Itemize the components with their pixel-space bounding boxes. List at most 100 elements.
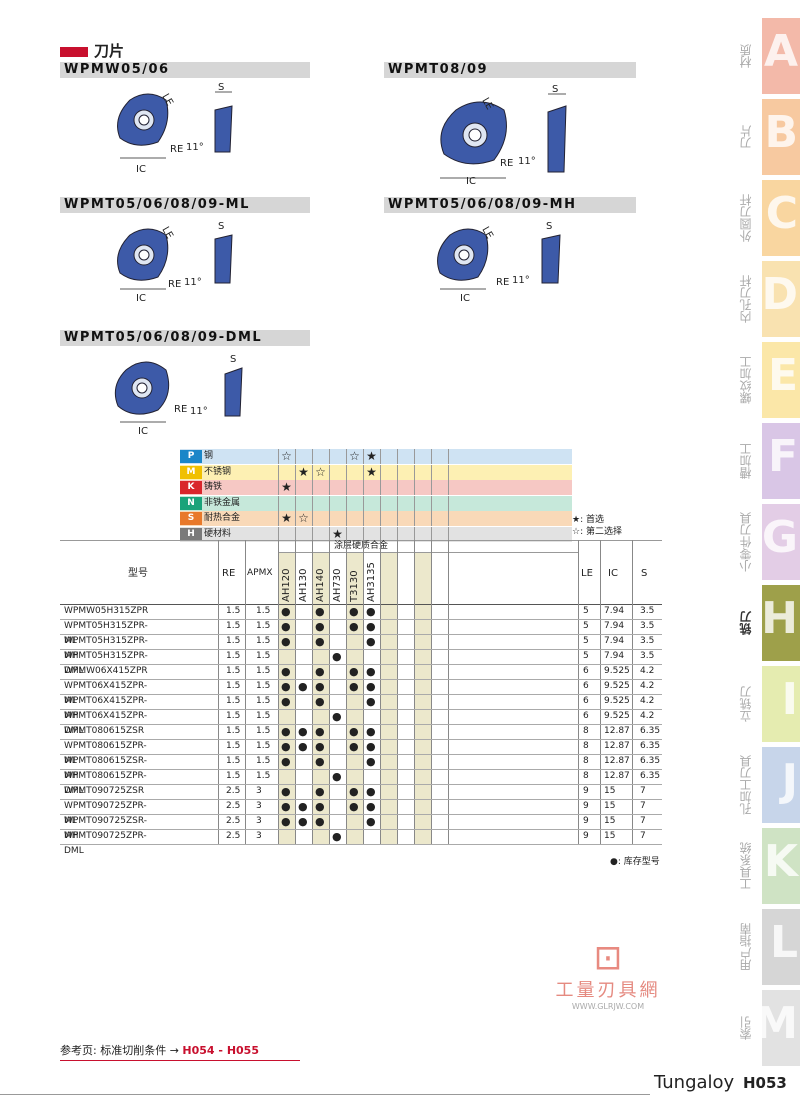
tab-l[interactable]: L 用户指南	[739, 909, 800, 985]
cell-re: 1.5	[226, 636, 241, 646]
grade-column-shade	[278, 552, 295, 844]
row-rule	[60, 754, 662, 755]
tab-f[interactable]: F 槽加工	[739, 423, 800, 499]
tab-b[interactable]: B 刀片	[739, 99, 800, 175]
cell-apmx: 3	[256, 786, 262, 796]
tab-letter: I	[781, 674, 798, 725]
row-rule	[60, 664, 662, 665]
row-rule	[60, 829, 662, 830]
iso-col-divider	[414, 495, 415, 511]
iso-col-divider	[431, 464, 432, 480]
header-wpmw0506: WPMW05/06	[60, 62, 310, 78]
dim-angle-5: 11°	[190, 406, 208, 417]
section-title-bar	[60, 46, 88, 57]
tab-name: 索引	[738, 1016, 753, 1040]
iso-col-divider	[346, 511, 347, 526]
cell-le: 8	[583, 726, 589, 736]
tab-m[interactable]: M 索引	[739, 990, 800, 1066]
preferred-star-icon: ★	[366, 449, 377, 463]
iso-col-divider	[295, 480, 296, 495]
iso-col-divider	[448, 480, 449, 495]
cell-apmx: 1.5	[256, 696, 271, 706]
cell-re: 2.5	[226, 786, 241, 796]
cell-apmx: 1.5	[256, 636, 271, 646]
tab-j[interactable]: J 孔加工刀具	[739, 747, 800, 823]
iso-col-divider	[278, 464, 279, 480]
grade-group-header: 涂层硬质合金	[334, 541, 389, 551]
cell-apmx: 1.5	[256, 681, 271, 691]
tab-e[interactable]: E 螺纹加工	[739, 342, 800, 418]
watermark: ⊡ 工量刃具網 WWW.GLRJW.COM	[538, 940, 678, 1011]
cell-ic: 15	[604, 831, 616, 841]
cell-ic: 15	[604, 816, 616, 826]
stock-dot-icon: ●	[366, 755, 376, 768]
iso-col-divider	[431, 526, 432, 542]
tab-d[interactable]: D 内孔刀杆	[739, 261, 800, 337]
iso-col-divider	[448, 464, 449, 480]
iso-col-divider	[346, 526, 347, 542]
legend-preferred: ★: 首选	[572, 515, 604, 525]
insert-drawing-mh: IC LE RE 11° S	[437, 221, 561, 304]
cell-re: 1.5	[226, 756, 241, 766]
stock-dot-icon: ●	[281, 665, 291, 678]
table-top-rule	[60, 540, 662, 541]
tab-a[interactable]: A 材质	[739, 18, 800, 94]
cell-le: 8	[583, 756, 589, 766]
tab-h[interactable]: H 铣刀	[739, 585, 800, 661]
iso-col-divider	[380, 480, 381, 495]
stock-dot-icon: ●	[281, 800, 291, 813]
iso-col-divider	[431, 511, 432, 526]
cell-ic: 7.94	[604, 621, 625, 631]
cell-le: 9	[583, 816, 589, 826]
tab-i[interactable]: I 立铣刀	[739, 666, 800, 742]
reference: 参考页: 标准切削条件 → H054 - H055	[60, 1042, 259, 1058]
stock-dot-icon: ●	[281, 725, 291, 738]
cell-model: WPMT090725ZSR	[64, 786, 145, 796]
preferred-star-icon: ★	[281, 511, 292, 525]
dim-re-5: RE	[174, 404, 187, 415]
iso-col-divider	[346, 449, 347, 464]
tab-k[interactable]: K 工具系统	[739, 828, 800, 904]
section-title: 刀片	[60, 40, 124, 61]
tab-g[interactable]: G 小零件刀具	[739, 504, 800, 580]
table-col-divider	[414, 540, 415, 844]
iso-code: K	[180, 481, 202, 494]
preferred-star-icon: ★	[332, 526, 343, 541]
row-rule	[60, 634, 662, 635]
header-dml: WPMT05/06/08/09-DML	[60, 330, 310, 346]
cell-apmx: 1.5	[256, 606, 271, 616]
reference-pages-link[interactable]: H054 - H055	[182, 1044, 259, 1057]
iso-col-divider	[295, 464, 296, 480]
dim-ic: IC	[136, 164, 146, 175]
header-wpmt0809: WPMT08/09	[384, 62, 636, 78]
iso-row-s: S 耐热合金 ★ ☆	[180, 511, 572, 526]
cell-apmx: 1.5	[256, 726, 271, 736]
cell-s: 6.35	[640, 741, 661, 751]
cell-ic: 12.87	[604, 756, 630, 766]
iso-col-divider	[397, 511, 398, 526]
cell-model: WPMT080615ZPR-ML	[64, 741, 147, 766]
iso-col-divider	[448, 449, 449, 464]
cell-s: 3.5	[640, 606, 655, 616]
table-header-rule	[60, 604, 662, 605]
iso-col-divider	[363, 495, 364, 511]
iso-name: 硬材料	[204, 528, 232, 539]
tab-name: 铣刀	[738, 611, 753, 635]
iso-col-divider	[380, 464, 381, 480]
iso-col-divider	[312, 495, 313, 511]
dim-ic-2: IC	[466, 176, 476, 187]
iso-col-divider	[397, 495, 398, 511]
stock-dot-icon: ●	[298, 680, 308, 693]
tab-c[interactable]: C 外圆刀杆	[739, 180, 800, 256]
preferred-star-icon: ★	[281, 480, 292, 494]
table-col-divider	[448, 540, 449, 844]
iso-col-divider	[414, 511, 415, 526]
tab-name: 小零件刀具	[738, 512, 753, 572]
cell-re: 2.5	[226, 816, 241, 826]
insert-drawing-dml: IC RE 11° S	[114, 354, 243, 437]
cell-ic: 9.525	[604, 711, 630, 721]
dim-s-2: S	[552, 84, 558, 95]
dim-le-3: LE	[159, 225, 174, 241]
tab-name: 立铣刀	[738, 686, 753, 722]
iso-col-divider	[346, 480, 347, 495]
